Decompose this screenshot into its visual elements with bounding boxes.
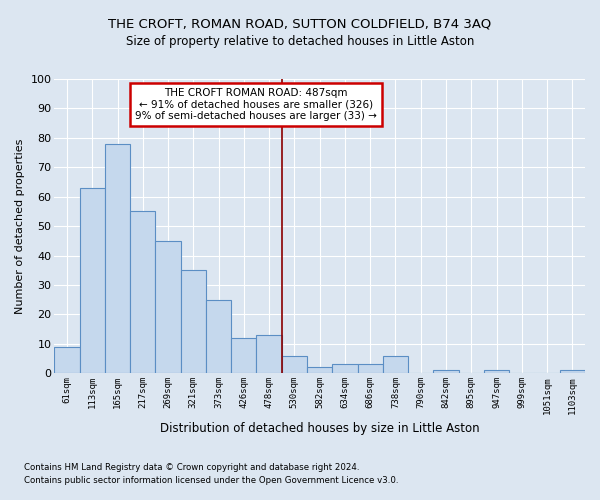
- Bar: [155, 241, 181, 374]
- Bar: [282, 356, 307, 374]
- Bar: [80, 188, 105, 374]
- Y-axis label: Number of detached properties: Number of detached properties: [15, 138, 25, 314]
- Bar: [560, 370, 585, 374]
- Bar: [358, 364, 383, 374]
- Text: Contains HM Land Registry data © Crown copyright and database right 2024.: Contains HM Land Registry data © Crown c…: [24, 464, 359, 472]
- Bar: [332, 364, 358, 374]
- Text: THE CROFT, ROMAN ROAD, SUTTON COLDFIELD, B74 3AQ: THE CROFT, ROMAN ROAD, SUTTON COLDFIELD,…: [109, 18, 491, 30]
- Bar: [55, 347, 80, 374]
- Bar: [307, 368, 332, 374]
- Bar: [105, 144, 130, 374]
- Bar: [383, 356, 408, 374]
- Bar: [181, 270, 206, 374]
- Text: Contains public sector information licensed under the Open Government Licence v3: Contains public sector information licen…: [24, 476, 398, 485]
- Bar: [484, 370, 509, 374]
- Text: THE CROFT ROMAN ROAD: 487sqm
← 91% of detached houses are smaller (326)
9% of se: THE CROFT ROMAN ROAD: 487sqm ← 91% of de…: [135, 88, 377, 121]
- Text: Size of property relative to detached houses in Little Aston: Size of property relative to detached ho…: [126, 35, 474, 48]
- X-axis label: Distribution of detached houses by size in Little Aston: Distribution of detached houses by size …: [160, 422, 479, 435]
- Bar: [433, 370, 458, 374]
- Bar: [130, 212, 155, 374]
- Bar: [206, 300, 231, 374]
- Bar: [256, 335, 282, 374]
- Bar: [231, 338, 256, 374]
